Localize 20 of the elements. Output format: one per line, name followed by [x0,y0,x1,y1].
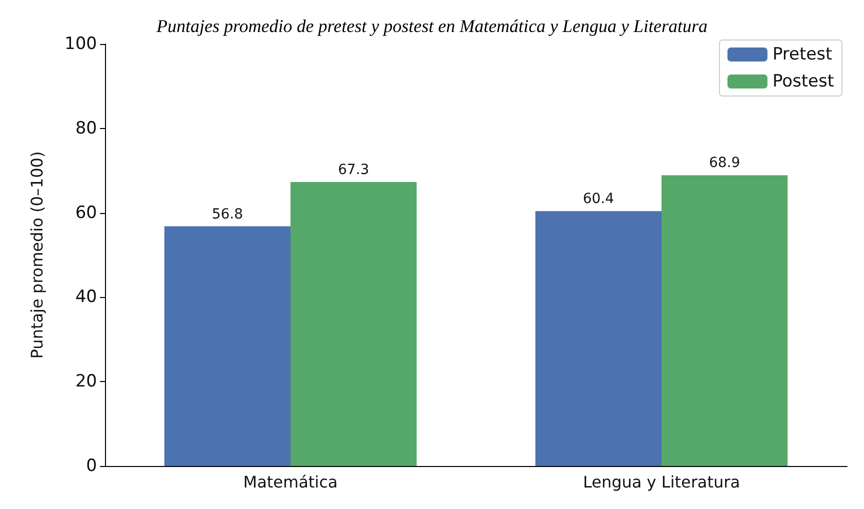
chart-title: Puntajes promedio de pretest y postest en Matemática y Lengua y Literatura [155,16,708,36]
legend-label: Postest [772,72,834,92]
data-label: 68.9 [708,155,740,172]
bar [290,182,417,466]
y-tick-label: 20 [75,372,97,392]
bar [535,211,662,466]
y-tick-label: 0 [86,456,97,476]
data-label: 56.8 [212,206,244,222]
y-tick-label: 60 [75,202,97,223]
x-tick-label: Matemática [243,472,338,492]
data-label: 60.4 [582,191,614,208]
data-label: 67.3 [338,162,370,178]
legend-label: Pretest [772,44,832,64]
y-tick-label: 100 [64,34,97,54]
bar [662,175,788,466]
y-tick-label: 80 [75,118,97,138]
y-axis-title: Puntaje promedio (0–100) [28,151,46,359]
y-tick-label: 40 [75,287,97,308]
bar [164,226,290,466]
x-tick-label: Lengua y Literatura [582,472,740,492]
